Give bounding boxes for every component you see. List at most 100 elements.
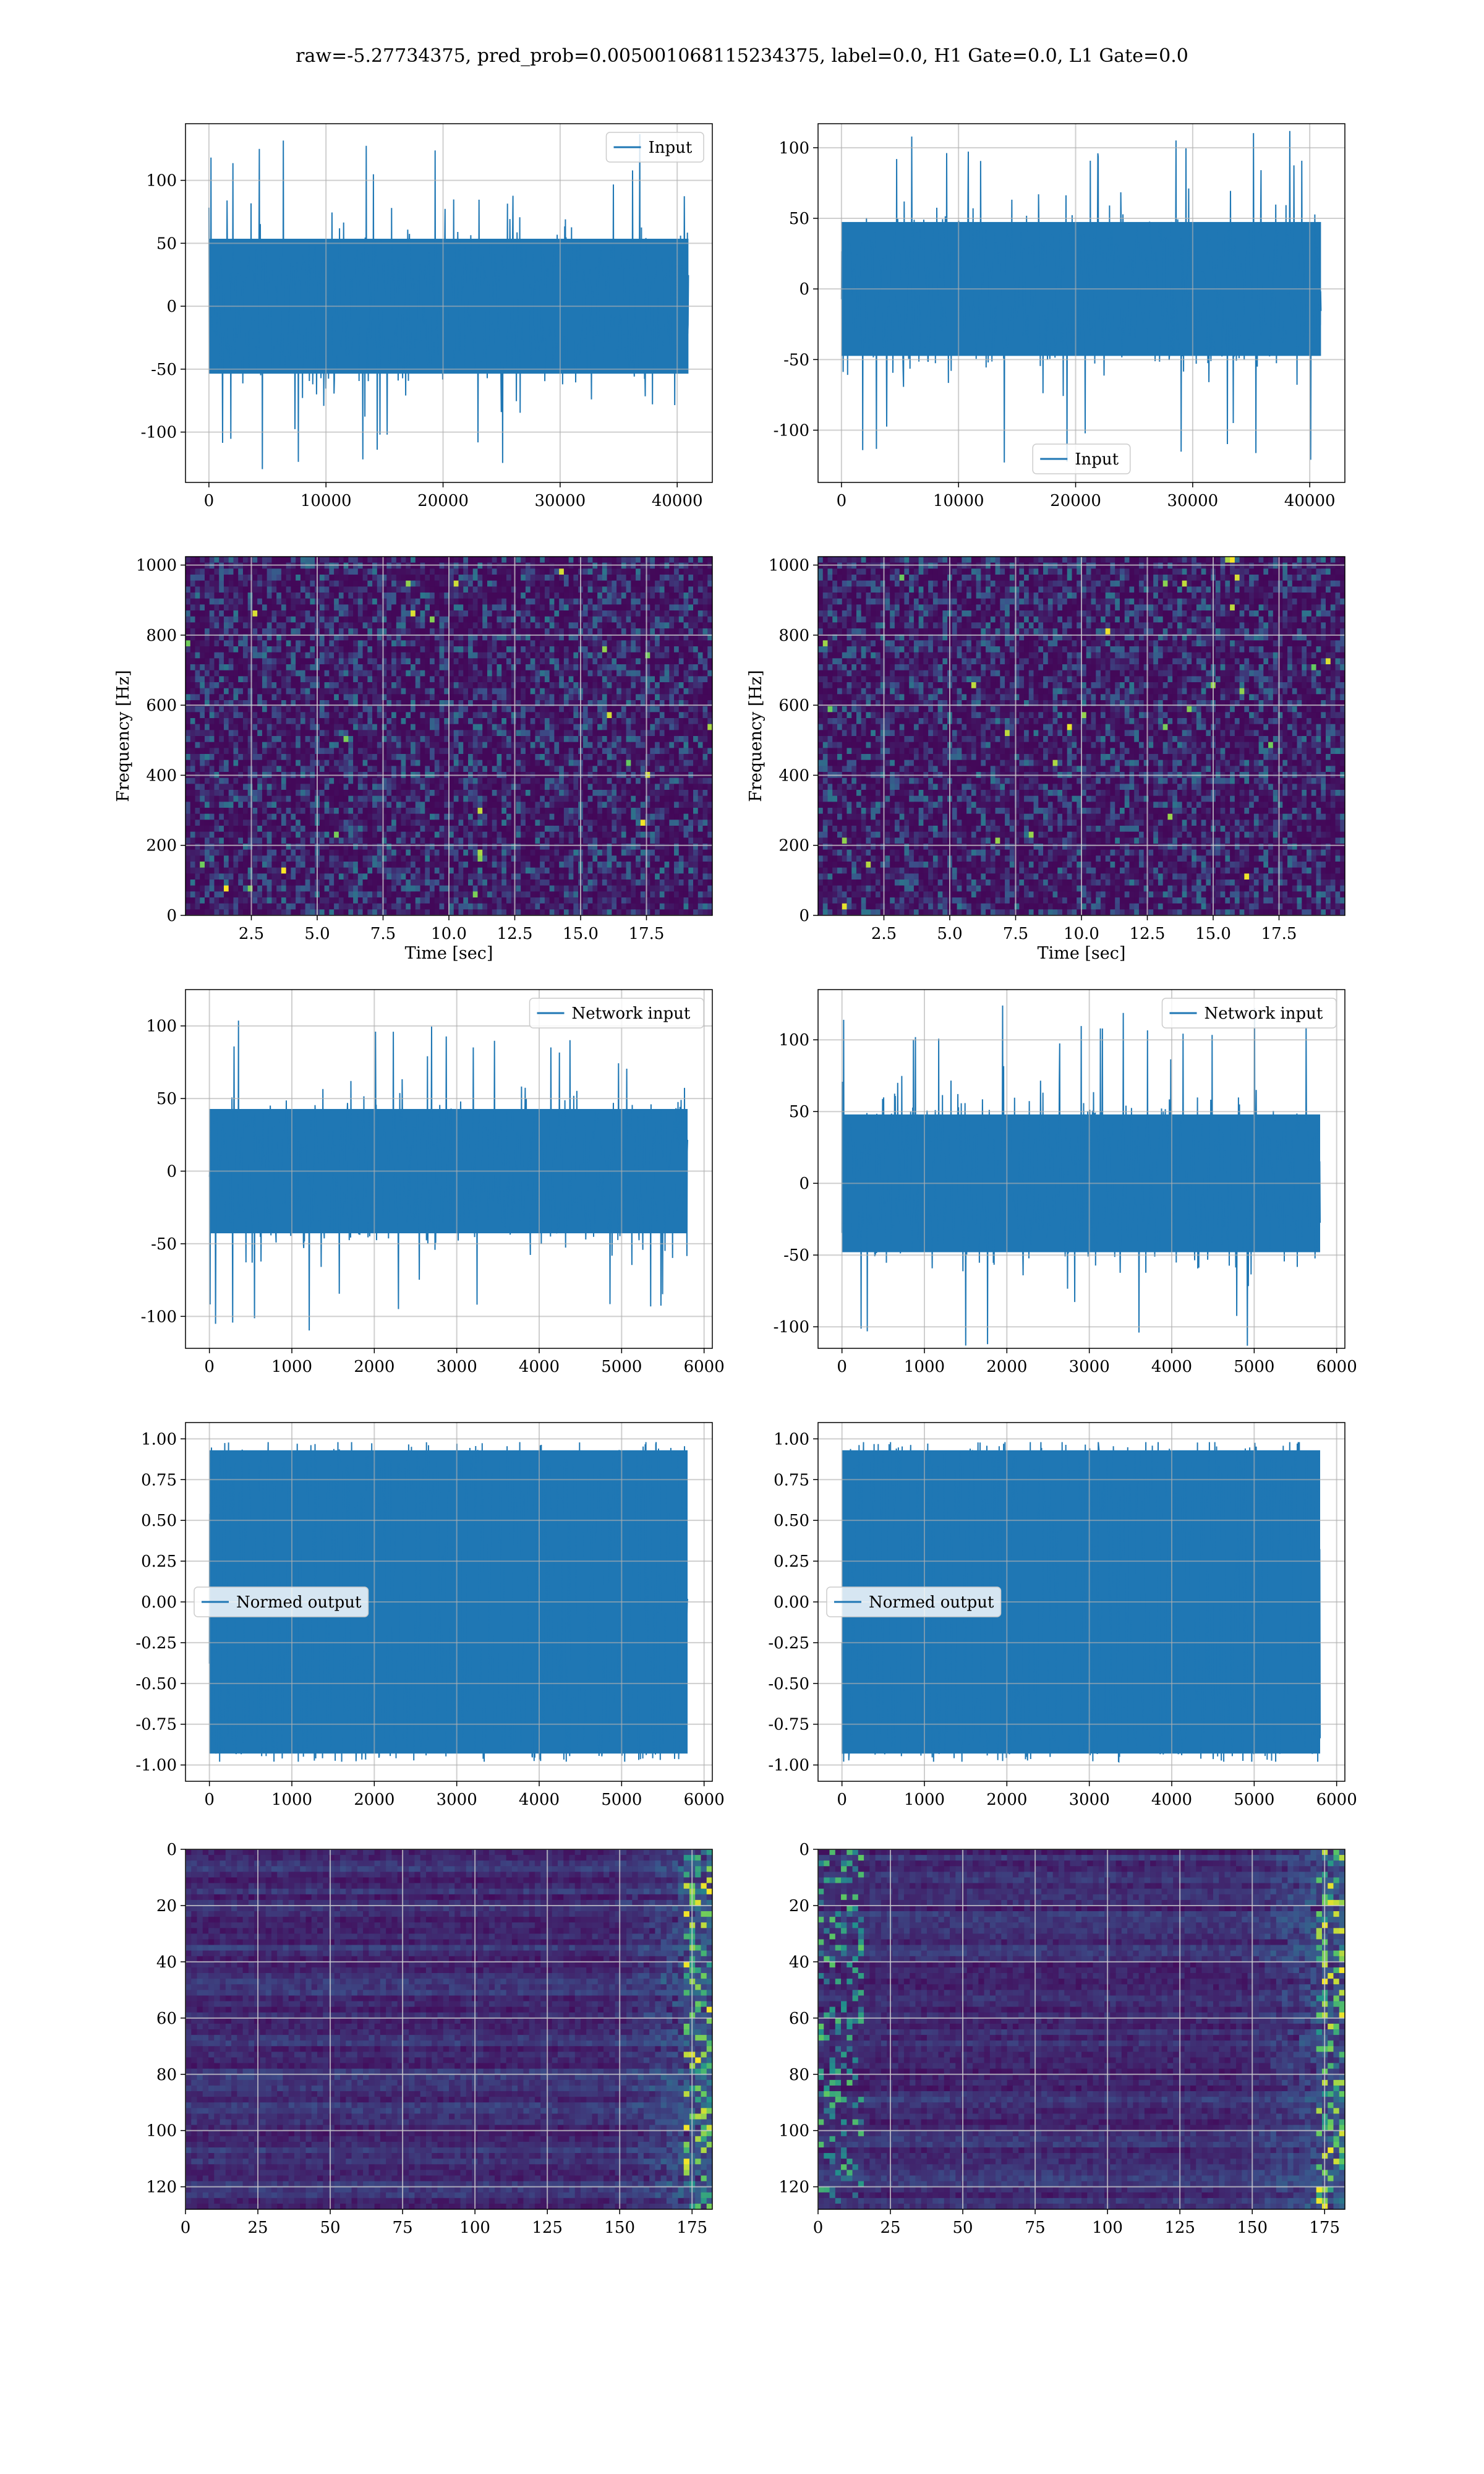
l1-network-input-frame xyxy=(817,989,1345,1349)
l1-input-plot-area xyxy=(818,124,1345,482)
l1-feature-map-ytick-label: 60 xyxy=(789,2010,809,2028)
l1-spectrogram-grid xyxy=(818,557,1345,915)
h1-feature-map-xtick-label: 50 xyxy=(320,2219,341,2237)
h1-input-legend: Input xyxy=(605,132,704,163)
h1-input-legend-label: Input xyxy=(649,139,693,157)
l1-feature-map-xtick-label: 150 xyxy=(1237,2219,1268,2237)
h1-normed-output-ytick-label: 1.00 xyxy=(141,1430,177,1449)
h1-spectrogram-ytick-label: 400 xyxy=(146,766,177,785)
h1-input-xtick-label: 10000 xyxy=(301,492,352,510)
h1-spectrogram-ytick-label: 200 xyxy=(146,837,177,855)
l1-spectrogram-xtick-label: 10.0 xyxy=(1064,925,1099,943)
l1-normed-output-ytick-label: 0.50 xyxy=(774,1512,809,1530)
l1-normed-output-ytick-label: -0.75 xyxy=(768,1716,809,1734)
h1-normed-output-axes: 0 1000 2000 3000 4000 5000 6000 -1.00 -0.75 -0.50… xyxy=(135,1422,725,1809)
h1-spectrogram-plot-area xyxy=(186,557,712,915)
l1-feature-map-ytick-label: 40 xyxy=(789,1953,809,1972)
h1-feature-map-xtick-label: 150 xyxy=(604,2219,635,2237)
l1-input-legend: Input xyxy=(1032,443,1131,474)
l1-network-input-grid xyxy=(818,990,1345,1348)
l1-feature-map-ytick-label: 0 xyxy=(799,1841,809,1859)
h1-feature-map-axes: 0 25 50 75 100 125 150 175 0 20 40 60 80 100 120 xyxy=(146,1841,713,2237)
h1-network-input-ytick-label: -100 xyxy=(141,1308,177,1326)
l1-normed-output-ytick-label: 0.00 xyxy=(774,1593,809,1612)
l1-feature-map-grid xyxy=(818,1849,1345,2209)
h1-input-plot-area xyxy=(186,124,712,482)
h1-network-input-xtick-label: 2000 xyxy=(354,1358,394,1376)
l1-network-input-ytick-label: 100 xyxy=(778,1031,809,1050)
l1-feature-map-xtick-label: 175 xyxy=(1309,2219,1340,2237)
l1-network-input-xtick-label: 3000 xyxy=(1069,1358,1110,1376)
h1-feature-map-ytick-label: 100 xyxy=(146,2122,177,2141)
l1-normed-output-xtick-label: 3000 xyxy=(1069,1791,1110,1809)
l1-normed-output-ytick-label: 1.00 xyxy=(774,1430,809,1449)
h1-spectrogram-ytick-label: 0 xyxy=(166,907,177,925)
h1-feature-map-xtick-label: 25 xyxy=(247,2219,268,2237)
h1-feature-map-ytick-label: 60 xyxy=(156,2010,177,2028)
l1-normed-output-ytick-label: -1.00 xyxy=(768,1757,809,1775)
l1-spectrogram-cells xyxy=(818,557,1345,915)
l1-input-xtick-label: 30000 xyxy=(1167,492,1219,510)
h1-feature-map-grid xyxy=(186,1849,712,2209)
h1-spectrogram-xtick-label: 10.0 xyxy=(431,925,467,943)
l1-feature-map-xtick-label: 100 xyxy=(1092,2219,1123,2237)
l1-normed-output-xtick-label: 0 xyxy=(837,1791,847,1809)
h1-feature-map-ytick-label: 0 xyxy=(166,1841,177,1859)
l1-input-ytick-label: 50 xyxy=(789,210,809,228)
l1-normed-output-xtick-label: 4000 xyxy=(1151,1791,1192,1809)
l1-input-ytick-label: -100 xyxy=(774,422,809,440)
h1-spectrogram-xtick-label: 7.5 xyxy=(370,925,396,943)
l1-spectrogram-axes: 2.5 5.0 7.5 10.0 12.5 15.0 17.5 0 200 400 600 800 10… xyxy=(746,556,1345,963)
h1-feature-map-xtick-label: 100 xyxy=(459,2219,490,2237)
h1-spectrogram-xtick-label: 15.0 xyxy=(563,925,599,943)
l1-network-input-series-line xyxy=(841,1005,1321,1346)
figure-suptitle: raw=-5.27734375, pred_prob=0.00500106811… xyxy=(296,45,1188,67)
l1-normed-output-xtick-label: 6000 xyxy=(1316,1791,1357,1809)
subplot-grid: 0 10000 20000 30000 40000-100-50050100Input0… xyxy=(114,123,1357,2237)
l1-network-input-plot-area xyxy=(818,990,1345,1348)
l1-network-input-ytick-label: -100 xyxy=(774,1318,809,1337)
h1-input-ytick-label: 50 xyxy=(156,234,177,253)
l1-spectrogram-ytick-label: 600 xyxy=(778,696,809,715)
l1-feature-map-axes: 0 25 50 75 100 125 150 175 0 20 40 60 80 100 120 xyxy=(778,1841,1345,2237)
h1-input-ytick-label: 0 xyxy=(166,297,177,316)
l1-input-ytick-label: 100 xyxy=(778,139,809,158)
h1-input-xtick-label: 20000 xyxy=(417,492,469,510)
h1-spectrogram-xlabel: Time [sec] xyxy=(405,944,493,963)
l1-feature-map-ytick-label: 80 xyxy=(789,2066,809,2084)
l1-normed-output-legend-label: Normed output xyxy=(869,1593,994,1612)
h1-normed-output-ytick-label: -0.50 xyxy=(135,1675,177,1693)
h1-network-input-ytick-label: 100 xyxy=(146,1017,177,1036)
l1-normed-output-series-line xyxy=(841,1442,1321,1763)
l1-feature-map-ytick-label: 100 xyxy=(778,2122,809,2141)
h1-feature-map-xtick-label: 125 xyxy=(532,2219,563,2237)
l1-input-xtick-label: 40000 xyxy=(1284,492,1336,510)
h1-network-input-xtick-label: 0 xyxy=(204,1358,215,1376)
l1-spectrogram-xtick-label: 17.5 xyxy=(1261,925,1297,943)
h1-network-input-legend: Network input xyxy=(529,998,704,1029)
l1-normed-output-ytick-label: 0.75 xyxy=(774,1471,809,1489)
l1-feature-map-xtick-label: 25 xyxy=(880,2219,900,2237)
l1-feature-map-cells xyxy=(818,1849,1345,2209)
l1-network-input-ytick-label: 0 xyxy=(799,1175,809,1193)
l1-normed-output-legend: Normed output xyxy=(826,1586,1002,1617)
l1-normed-output-axes: 0 1000 2000 3000 4000 5000 6000 -1.00 -0.75 -0.50… xyxy=(768,1422,1357,1809)
h1-spectrogram-xtick-label: 2.5 xyxy=(239,925,264,943)
h1-network-input-ytick-label: -50 xyxy=(151,1235,177,1254)
h1-spectrogram-xtick-label: 12.5 xyxy=(497,925,533,943)
h1-spectrogram-ytick-label: 1000 xyxy=(136,557,177,575)
l1-input-ytick-label: 0 xyxy=(799,280,809,299)
l1-normed-output-ytick-label: -0.25 xyxy=(768,1634,809,1653)
h1-network-input-xtick-label: 6000 xyxy=(684,1358,725,1376)
l1-normed-output-xtick-label: 5000 xyxy=(1234,1791,1274,1809)
l1-network-input-axes: 0 1000 2000 3000 4000 5000 6000 -100 -50 0 50 100 Ne… xyxy=(774,989,1357,1376)
l1-feature-map-xtick-label: 125 xyxy=(1164,2219,1195,2237)
l1-input-frame xyxy=(817,123,1345,483)
h1-normed-output-ytick-label: 0.50 xyxy=(141,1512,177,1530)
h1-spectrogram-ytick-label: 600 xyxy=(146,696,177,715)
l1-input-grid xyxy=(818,124,1345,482)
l1-normed-output-ytick-label: -0.50 xyxy=(768,1675,809,1693)
h1-feature-map-xtick-label: 0 xyxy=(181,2219,191,2237)
h1-feature-map-plot-area xyxy=(186,1849,712,2209)
h1-network-input-plot-area xyxy=(186,990,712,1348)
